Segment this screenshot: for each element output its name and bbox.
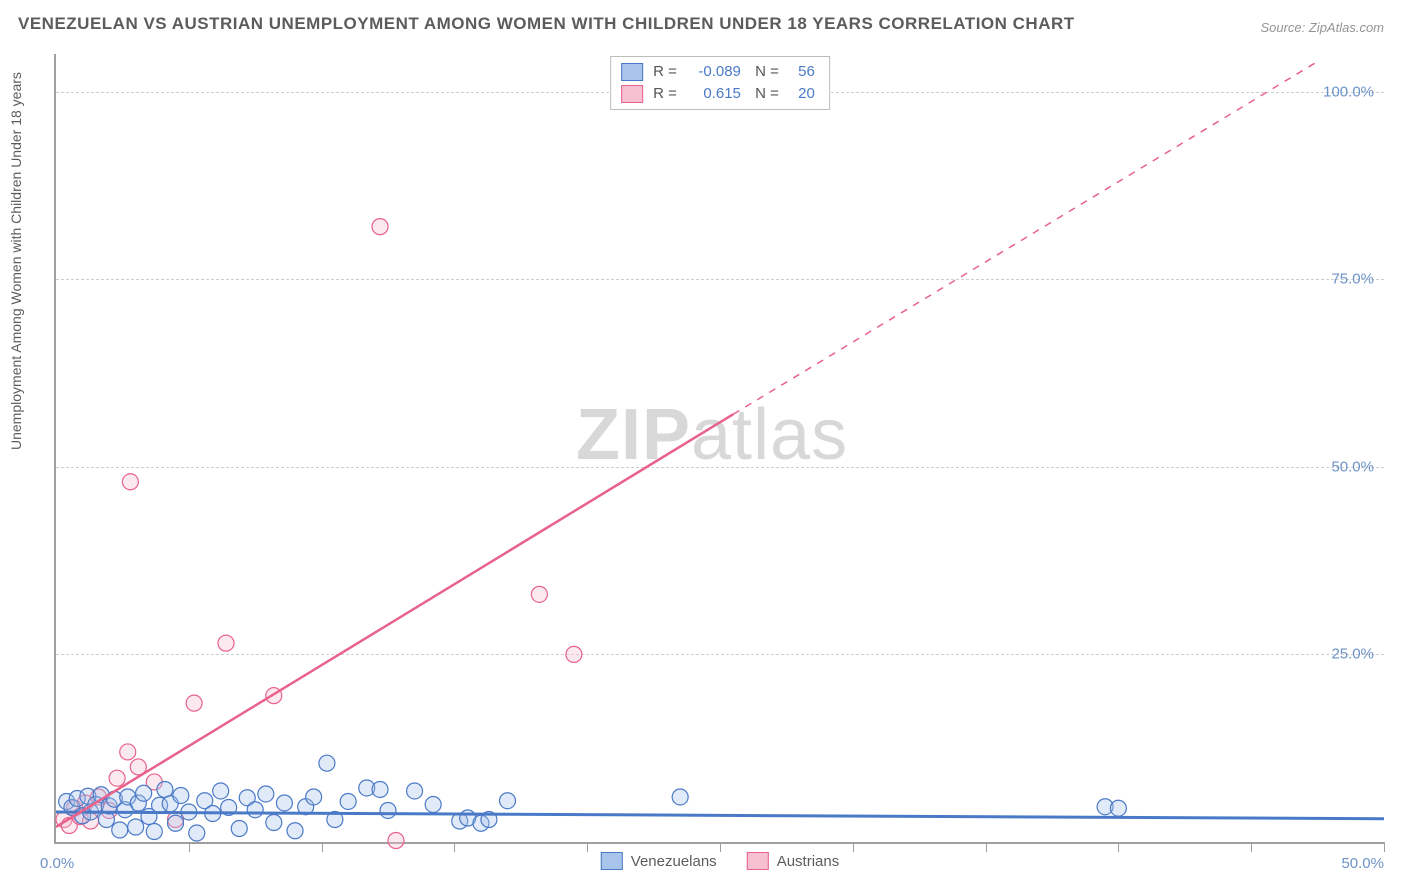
stats-row-venezuelans: R = -0.089 N = 56 (621, 61, 815, 83)
x-axis-max-label: 50.0% (1341, 855, 1384, 872)
stats-row-austrians: R = 0.615 N = 20 (621, 83, 815, 105)
n-label: N = (751, 83, 779, 105)
r-value-austrians: 0.615 (687, 83, 741, 105)
legend-item-venezuelans: Venezuelans (601, 852, 717, 870)
plot-area: ZIPatlas 25.0%50.0%75.0%100.0% R = -0.08… (54, 54, 1384, 844)
r-value-venezuelans: -0.089 (687, 61, 741, 83)
swatch-austrians (621, 85, 643, 103)
legend-label-venezuelans: Venezuelans (631, 853, 717, 870)
n-value-austrians: 20 (789, 83, 815, 105)
legend-swatch-austrians (747, 852, 769, 870)
legend-swatch-venezuelans (601, 852, 623, 870)
source-attribution: Source: ZipAtlas.com (1260, 20, 1384, 35)
swatch-venezuelans (621, 63, 643, 81)
legend-item-austrians: Austrians (747, 852, 840, 870)
n-value-venezuelans: 56 (789, 61, 815, 83)
correlation-stats-box: R = -0.089 N = 56 R = 0.615 N = 20 (610, 56, 830, 110)
bottom-legend: Venezuelans Austrians (601, 852, 839, 870)
y-axis-label: Unemployment Among Women with Children U… (8, 72, 24, 450)
chart-svg (56, 54, 1384, 842)
legend-label-austrians: Austrians (777, 853, 840, 870)
x-axis-min-label: 0.0% (40, 855, 74, 872)
r-label: R = (653, 83, 677, 105)
chart-title: VENEZUELAN VS AUSTRIAN UNEMPLOYMENT AMON… (18, 14, 1075, 34)
r-label: R = (653, 61, 677, 83)
n-label: N = (751, 61, 779, 83)
